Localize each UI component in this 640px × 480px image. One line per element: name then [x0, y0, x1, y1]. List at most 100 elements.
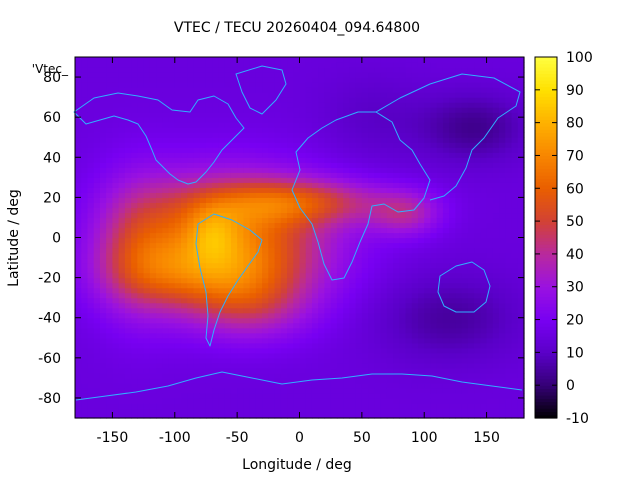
heatmap-cell	[255, 387, 263, 394]
heatmap-cell	[467, 57, 475, 63]
heatmap-cell	[368, 357, 375, 364]
heatmap-cell	[349, 312, 357, 319]
heatmap-cell	[143, 227, 151, 234]
heatmap-cell	[224, 387, 232, 394]
heatmap-cell	[187, 317, 195, 324]
heatmap-cell	[106, 357, 114, 364]
heatmap-cell	[417, 402, 425, 409]
heatmap-cell	[181, 387, 188, 394]
heatmap-cell	[193, 392, 201, 399]
heatmap-cell	[305, 257, 313, 264]
heatmap-cell	[287, 127, 294, 133]
heatmap-cell	[474, 72, 481, 78]
heatmap-cell	[411, 352, 419, 359]
heatmap-cell	[343, 377, 350, 384]
heatmap-cell	[393, 197, 400, 203]
heatmap-cell	[255, 377, 263, 384]
heatmap-cell	[118, 67, 126, 73]
heatmap-cell	[455, 222, 463, 229]
heatmap-cell	[486, 372, 494, 379]
heatmap-cell	[318, 57, 326, 63]
heatmap-cell	[112, 67, 120, 73]
heatmap-cell	[205, 352, 213, 359]
heatmap-cell	[461, 347, 469, 354]
heatmap-cell	[349, 172, 357, 178]
heatmap-cell	[212, 162, 220, 168]
heatmap-cell	[230, 267, 238, 274]
heatmap-cell	[93, 187, 101, 193]
heatmap-cell	[212, 332, 220, 339]
heatmap-cell	[405, 257, 413, 264]
heatmap-cell	[162, 387, 170, 394]
heatmap-cell	[262, 257, 269, 264]
heatmap-cell	[131, 112, 138, 118]
heatmap-cell	[249, 342, 257, 349]
heatmap-cell	[218, 307, 226, 314]
heatmap-cell	[268, 187, 276, 193]
heatmap-cell	[368, 132, 375, 138]
heatmap-cell	[137, 362, 145, 369]
heatmap-cell	[336, 62, 344, 68]
heatmap-cell	[287, 392, 294, 399]
heatmap-cell	[137, 227, 145, 234]
heatmap-cell	[106, 97, 114, 103]
heatmap-cell	[99, 327, 107, 334]
heatmap-cell	[499, 142, 506, 148]
heatmap-cell	[168, 347, 176, 354]
heatmap-cell	[249, 187, 257, 193]
heatmap-cell	[268, 72, 276, 78]
heatmap-cell	[486, 112, 494, 118]
heatmap-cell	[156, 202, 163, 209]
heatmap-cell	[212, 87, 220, 93]
heatmap-cell	[268, 212, 276, 219]
heatmap-cell	[299, 117, 307, 123]
heatmap-cell	[237, 267, 244, 274]
heatmap-cell	[268, 267, 276, 274]
heatmap-cell	[249, 292, 257, 299]
heatmap-cell	[455, 187, 463, 193]
heatmap-cell	[131, 412, 138, 419]
heatmap-cell	[243, 292, 251, 299]
heatmap-cell	[143, 392, 151, 399]
heatmap-cell	[368, 277, 375, 284]
heatmap-cell	[224, 62, 232, 68]
heatmap-cell	[255, 232, 263, 239]
heatmap-cell	[399, 252, 407, 259]
heatmap-cell	[274, 237, 282, 244]
heatmap-cell	[330, 262, 338, 269]
heatmap-cell	[255, 382, 263, 389]
heatmap-cell	[99, 202, 107, 209]
heatmap-cell	[249, 297, 257, 304]
heatmap-cell	[474, 117, 481, 123]
heatmap-cell	[124, 97, 132, 103]
heatmap-cell	[330, 247, 338, 254]
heatmap-cell	[181, 242, 188, 249]
heatmap-cell	[199, 272, 207, 279]
heatmap-cell	[137, 87, 145, 93]
heatmap-cell	[380, 212, 388, 219]
heatmap-cell	[336, 157, 344, 163]
heatmap-cell	[343, 277, 350, 284]
heatmap-cell	[324, 402, 332, 409]
heatmap-cell	[380, 267, 388, 274]
heatmap-cell	[137, 127, 145, 133]
heatmap-cell	[143, 292, 151, 299]
heatmap-cell	[480, 352, 488, 359]
heatmap-cell	[449, 72, 457, 78]
heatmap-cell	[124, 77, 132, 83]
heatmap-cell	[499, 227, 506, 234]
heatmap-cell	[505, 407, 513, 414]
heatmap-cell	[262, 232, 269, 239]
heatmap-cell	[224, 187, 232, 193]
heatmap-cell	[343, 177, 350, 183]
heatmap-cell	[268, 342, 276, 349]
heatmap-cell	[399, 117, 407, 123]
heatmap-cell	[480, 337, 488, 344]
heatmap-cell	[262, 132, 269, 138]
heatmap-cell	[193, 212, 201, 219]
heatmap-cell	[305, 242, 313, 249]
heatmap-cell	[386, 157, 394, 163]
heatmap-cell	[486, 287, 494, 294]
heatmap-cell	[249, 287, 257, 294]
heatmap-cell	[318, 272, 326, 279]
